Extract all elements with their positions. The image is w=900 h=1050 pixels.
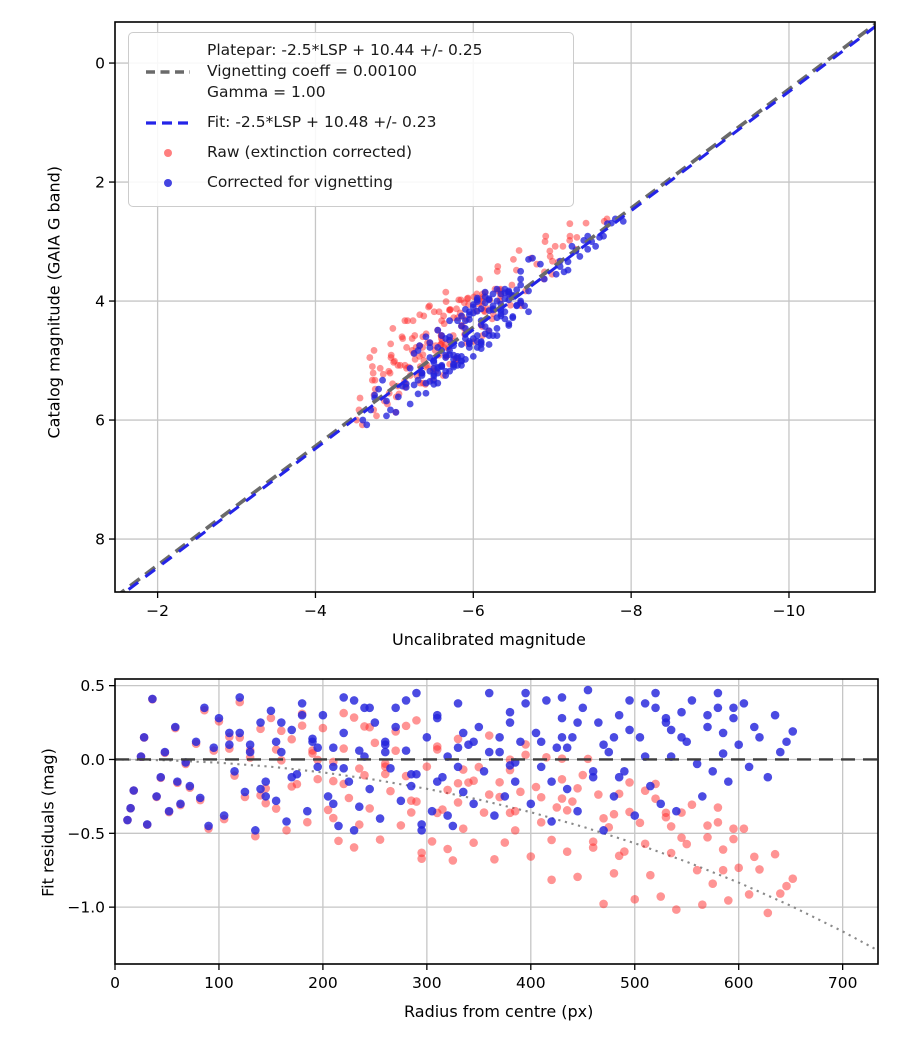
svg-text:−10: −10 bbox=[773, 602, 806, 620]
legend-entry-fit: Fit: -2.5*LSP + 10.48 +/- 0.23 bbox=[139, 112, 563, 133]
svg-text:−6: −6 bbox=[462, 602, 485, 620]
blue-dashed-line-icon bbox=[139, 120, 197, 126]
svg-text:4: 4 bbox=[95, 293, 105, 311]
svg-text:2: 2 bbox=[95, 174, 105, 192]
svg-text:0: 0 bbox=[95, 55, 105, 73]
svg-text:300: 300 bbox=[412, 974, 442, 992]
svg-text:400: 400 bbox=[516, 974, 546, 992]
top-y-axis-label: Catalog magnitude (GAIA G band) bbox=[44, 166, 64, 439]
legend-label-raw: Raw (extinction corrected) bbox=[207, 143, 413, 161]
legend-entry-raw: Raw (extinction corrected) bbox=[139, 142, 563, 163]
svg-text:−0.5: −0.5 bbox=[67, 825, 105, 843]
legend-platepar-line2: Vignetting coeff = 0.00100 bbox=[207, 62, 417, 80]
svg-text:0.0: 0.0 bbox=[80, 751, 105, 769]
legend-entry-corrected: Corrected for vignetting bbox=[139, 172, 563, 193]
svg-text:−4: −4 bbox=[304, 602, 327, 620]
svg-text:200: 200 bbox=[308, 974, 338, 992]
svg-text:0: 0 bbox=[110, 974, 120, 992]
svg-text:−8: −8 bbox=[620, 602, 643, 620]
top-x-axis-label: Uncalibrated magnitude bbox=[392, 630, 586, 649]
legend-platepar-line3: Gamma = 1.00 bbox=[207, 83, 326, 101]
gray-dashed-line-icon bbox=[139, 69, 197, 75]
svg-text:8: 8 bbox=[95, 531, 105, 549]
legend-label-corrected: Corrected for vignetting bbox=[207, 173, 393, 191]
svg-text:6: 6 bbox=[95, 412, 105, 430]
bottom-plot-area bbox=[115, 685, 878, 952]
svg-text:100: 100 bbox=[204, 974, 234, 992]
bottom-y-axis-label: Fit residuals (mag) bbox=[38, 748, 58, 897]
svg-text:600: 600 bbox=[724, 974, 754, 992]
svg-text:0.5: 0.5 bbox=[80, 677, 105, 695]
top-plot-area bbox=[119, 22, 875, 592]
svg-text:700: 700 bbox=[828, 974, 858, 992]
legend-platepar-line1: Platepar: -2.5*LSP + 10.44 +/- 0.25 bbox=[207, 41, 483, 59]
svg-text:500: 500 bbox=[620, 974, 650, 992]
red-dot-icon bbox=[139, 147, 197, 159]
legend-label-fit: Fit: -2.5*LSP + 10.48 +/- 0.23 bbox=[207, 113, 437, 131]
bottom-x-axis-label: Radius from centre (px) bbox=[404, 1002, 594, 1021]
legend-entry-platepar: Platepar: -2.5*LSP + 10.44 +/- 0.25 Vign… bbox=[139, 40, 563, 103]
legend: Platepar: -2.5*LSP + 10.44 +/- 0.25 Vign… bbox=[128, 32, 574, 207]
svg-text:−1.0: −1.0 bbox=[67, 899, 105, 917]
svg-text:−2: −2 bbox=[146, 602, 169, 620]
legend-label-platepar: Platepar: -2.5*LSP + 10.44 +/- 0.25 Vign… bbox=[197, 40, 483, 103]
blue-dot-icon bbox=[139, 177, 197, 189]
